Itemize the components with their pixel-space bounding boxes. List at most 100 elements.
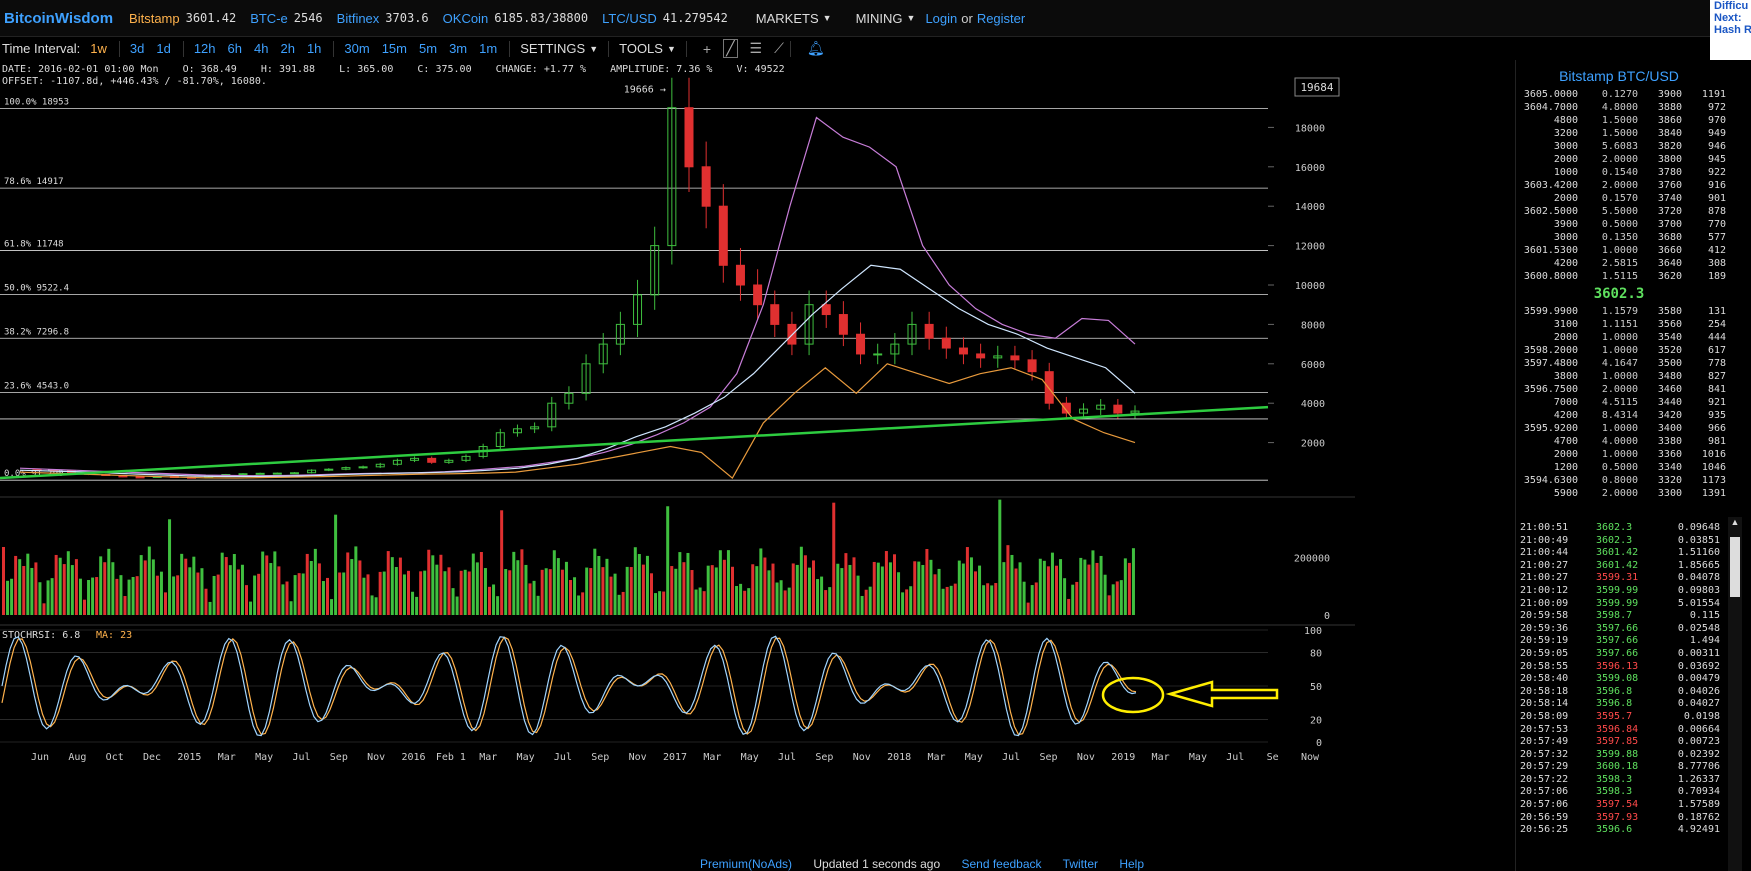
volume-bar [123,596,127,615]
brand-logo[interactable]: BitcoinWisdom [4,9,114,27]
ticker-price: 2546 [293,11,323,25]
bids-row[interactable]: 3594.6300 0.8000 3320 1173 [1516,474,1751,487]
fibonacci-icon[interactable]: ☰ [749,40,763,56]
mining-menu[interactable]: MINING [855,10,903,26]
asks-row[interactable]: 3603.4200 2.0000 3760 916 [1516,179,1751,192]
interval-3m[interactable]: 3m [449,41,468,56]
ticker-exchange[interactable]: Bitstamp [129,10,180,26]
asks-row[interactable]: 3604.7000 4.8000 3880 972 [1516,101,1751,114]
login-link[interactable]: Login [925,10,958,26]
asks-cell: 2.5815 [1601,258,1638,269]
ticker-bitstamp[interactable]: Bitstamp 3601.42 [129,11,236,26]
scroll-thumb[interactable] [1730,537,1740,597]
bids-row[interactable]: 5900 2.0000 3300 1391 [1516,487,1751,500]
help-link[interactable]: Help [1119,857,1145,871]
bids-row[interactable]: 3596.7500 2.0000 3460 841 [1516,383,1751,396]
bids-row[interactable]: 7000 4.5115 3440 921 [1516,396,1751,409]
trade-time: 20:57:06 [1520,799,1569,811]
ticker-btce[interactable]: BTC-e 2546 [250,11,322,26]
bids-row[interactable]: 3800 1.0000 3480 827 [1516,370,1751,383]
asks-row[interactable]: 3600.8000 1.5115 3620 189 [1516,270,1751,283]
crosshair-icon[interactable]: + [702,40,712,57]
trade-row: 21:00:44 3601.42 1.51160 [1516,547,1736,560]
volume-bar [127,579,131,615]
interval-30m[interactable]: 30m [344,41,370,56]
asks-row[interactable]: 1000 0.1540 3780 922 [1516,166,1751,179]
interval-1d[interactable]: 1d [156,41,171,56]
scroll-up-icon[interactable]: ▲ [1730,517,1740,527]
volume-bar [844,553,848,615]
bids-cell: 131 [1707,306,1726,317]
asks-row[interactable]: 4800 1.5000 3860 970 [1516,114,1751,127]
asks-cell: 189 [1707,271,1726,282]
bids-row[interactable]: 3595.9200 1.0000 3400 966 [1516,422,1751,435]
ticker-exchange[interactable]: BTC-e [250,10,288,26]
bids-cell: 2000 [1553,449,1578,460]
bids-row[interactable]: 3100 1.1151 3560 254 [1516,318,1751,331]
ticker-bitfinex[interactable]: Bitfinex 3703.6 [337,11,429,26]
interval-12h[interactable]: 12h [193,41,216,56]
ticker-ltcusd[interactable]: LTC/USD 41.279542 [602,11,728,26]
volume-bar [2,547,5,615]
ticker-exchange[interactable]: OKCoin [442,10,489,26]
price-chart[interactable]: 2000400060008000100001200014000160001800… [0,60,1515,871]
register-link[interactable]: Register [976,10,1026,26]
feedback-link[interactable]: Send feedback [961,857,1042,871]
ticker-price: 41.279542 [662,11,728,25]
tools-menu[interactable]: TOOLS [619,41,663,56]
settings-menu[interactable]: SETTINGS [520,41,586,56]
asks-row[interactable]: 3601.5300 1.0000 3660 412 [1516,244,1751,257]
markets-menu[interactable]: MARKETS [755,10,819,26]
twitter-link[interactable]: Twitter [1062,857,1098,871]
volume-bar [512,551,516,615]
volume-bar [1131,548,1135,615]
bids-row[interactable]: 1200 0.5000 3340 1046 [1516,461,1751,474]
asks-row[interactable]: 3200 1.5000 3840 949 [1516,127,1751,140]
trendline-icon[interactable]: ╱ [723,39,738,58]
rsi-tick-label: 50 [1310,682,1322,693]
volume-bar [759,548,763,615]
bids-row[interactable]: 2000 1.0000 3540 444 [1516,331,1751,344]
asks-cell: 2000 [1553,154,1578,165]
interval-1w[interactable]: 1w [90,41,107,56]
asks-row[interactable]: 3900 0.5000 3700 770 [1516,218,1751,231]
bids-row[interactable]: 4200 8.4314 3420 935 [1516,409,1751,422]
interval-4h[interactable]: 4h [254,41,269,56]
asks-row[interactable]: 3000 5.6083 3820 946 [1516,140,1751,153]
bids-row[interactable]: 3599.9900 1.1579 3580 131 [1516,305,1751,318]
asks-row[interactable]: 3605.0000 0.1270 3900 1191 [1516,88,1751,101]
asks-row[interactable]: 3000 0.1350 3680 577 [1516,231,1751,244]
interval-3d[interactable]: 3d [129,41,145,56]
interval-6h[interactable]: 6h [227,41,242,56]
trade-price: 3597.85 [1596,736,1639,748]
interval-15m[interactable]: 15m [381,41,407,56]
ticker-exchange[interactable]: Bitfinex [336,10,380,26]
trades-scrollbar[interactable]: ▲ [1728,517,1742,871]
volume-bar [864,589,868,615]
asks-row[interactable]: 2000 2.0000 3800 945 [1516,153,1751,166]
interval-2h[interactable]: 2h [280,41,295,56]
asks-row[interactable]: 3602.5000 5.5000 3720 878 [1516,205,1751,218]
volume-bar [346,552,350,615]
volume-bar [164,592,167,615]
bids-row[interactable]: 3597.4800 4.1647 3500 778 [1516,357,1751,370]
bids-row[interactable]: 3598.2000 1.0000 3520 617 [1516,344,1751,357]
bids-row[interactable]: 2000 1.0000 3360 1016 [1516,448,1751,461]
volume-bar [155,575,159,615]
ticker-exchange[interactable]: LTC/USD [602,10,657,26]
fan-icon[interactable]: ⟋ [774,40,784,56]
trade-price: 3596.8 [1596,685,1633,697]
ticker-okcoin[interactable]: OKCoin 6185.83/38800 [443,11,588,26]
x-tick-label: Jul [1226,752,1244,763]
bids-row[interactable]: 4700 4.0000 3380 981 [1516,435,1751,448]
x-tick-label: 2018 [887,752,911,763]
interval-1h[interactable]: 1h [306,41,322,56]
asks-row[interactable]: 4200 2.5815 3640 308 [1516,257,1751,270]
interval-1m[interactable]: 1m [479,41,498,56]
premium-link[interactable]: Premium(NoAds) [700,857,793,871]
bell-icon[interactable]: 🔔︎ [806,40,825,56]
bids-cell: 2.0000 [1601,384,1638,395]
asks-row[interactable]: 2000 0.1570 3740 901 [1516,192,1751,205]
interval-5m[interactable]: 5m [419,41,438,56]
y-tick-label: 14000 [1295,202,1325,213]
